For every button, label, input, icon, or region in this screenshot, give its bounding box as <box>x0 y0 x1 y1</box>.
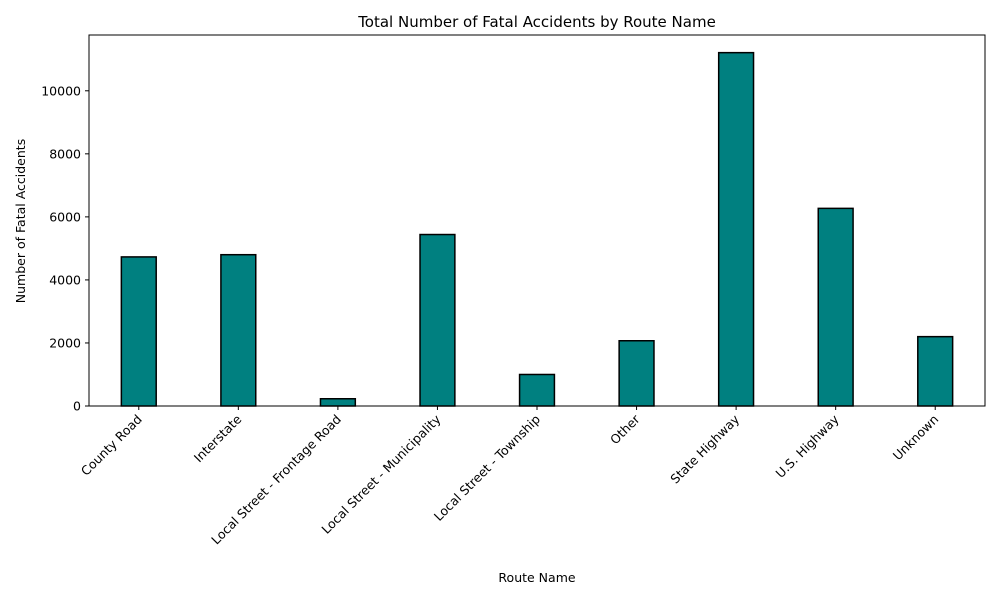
bar-1 <box>220 253 257 407</box>
plot-frame <box>88 34 986 407</box>
bar-2 <box>319 398 357 407</box>
chart-title: Total Number of Fatal Accidents by Route… <box>357 13 716 31</box>
bar-3 <box>419 233 456 407</box>
x-tick-label-6: State Highway <box>667 411 742 486</box>
bar-8 <box>917 335 954 407</box>
bar-5 <box>618 340 655 407</box>
x-tick-label-8: Unknown <box>890 412 942 464</box>
y-tick-label-3: 6000 <box>49 209 81 224</box>
bar-6 <box>717 51 755 407</box>
x-tick-label-7: U.S. Highway <box>772 411 842 481</box>
x-axis-label: Route Name <box>498 570 575 585</box>
y-axis-ticks: 0 2000 4000 6000 8000 10000 <box>41 83 89 414</box>
y-tick-label-0: 0 <box>73 399 81 414</box>
y-tick-label-4: 8000 <box>49 146 81 161</box>
y-tick-label-2: 4000 <box>49 272 81 287</box>
bar-4 <box>518 373 556 407</box>
x-tick-label-5: Other <box>607 411 643 447</box>
bar-0 <box>120 256 157 407</box>
y-axis-label: Number of Fatal Accidents <box>13 139 28 303</box>
x-tick-label-0: County Road <box>78 412 145 479</box>
bars-group <box>120 51 954 407</box>
y-tick-label-1: 2000 <box>49 335 81 350</box>
x-tick-label-1: Interstate <box>191 411 245 465</box>
bar-7 <box>817 207 854 407</box>
x-tick-label-4: Local Street - Township <box>431 411 543 523</box>
y-tick-label-5: 10000 <box>41 83 81 98</box>
x-tick-label-3: Local Street - Municipality <box>318 411 444 537</box>
